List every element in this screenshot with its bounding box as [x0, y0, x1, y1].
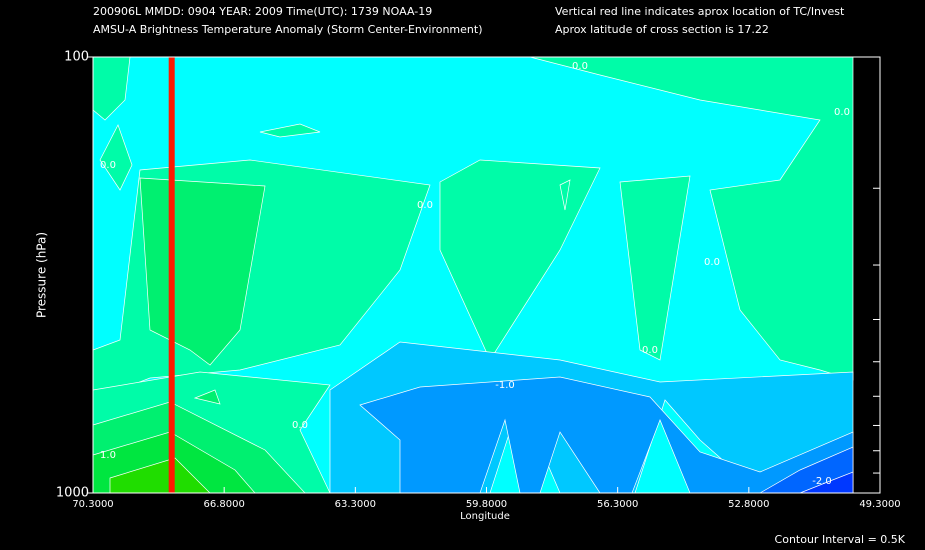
- contour-region: [439, 159, 601, 361]
- contour-label: 1.0: [100, 450, 116, 461]
- contour-label: 0.0: [642, 345, 658, 356]
- contour-label: 0.0: [572, 61, 588, 72]
- plot-area: 0.0 0.0 0.0 0.0 0.0 0.0 0.0 -1.0 -2.0 1.0: [92, 56, 854, 494]
- contour-region: [99, 124, 133, 191]
- y-tick-label: 1000: [56, 486, 89, 501]
- contour-label: -1.0: [495, 380, 515, 391]
- contour-region: [193, 389, 221, 405]
- footer: Contour Interval = 0.5K: [775, 533, 906, 546]
- note-line: Aprox latitude of cross section is 17.22: [555, 23, 769, 36]
- contour-label: -2.0: [812, 476, 832, 487]
- contour-label: 0.0: [292, 420, 308, 431]
- x-tick-label: 52.8000: [728, 499, 769, 510]
- x-tick-label: 49.3000: [859, 499, 900, 510]
- x-tick-label: 59.8000: [466, 499, 507, 510]
- contour-region: [559, 179, 571, 211]
- contour-region: [529, 56, 854, 381]
- y-tick-label: 100: [64, 50, 89, 65]
- x-tick-label: 56.3000: [597, 499, 638, 510]
- header-line: AMSU-A Brightness Temperature Anomaly (S…: [93, 23, 483, 36]
- contour-label: 0.0: [834, 107, 850, 118]
- x-tick-label: 70.3000: [72, 499, 113, 510]
- x-axis-label: Longitude: [460, 511, 510, 522]
- contour-label: 0.0: [704, 257, 720, 268]
- header-line: 200906L MMDD: 0904 YEAR: 2009 Time(UTC):…: [93, 5, 432, 18]
- contour-region: [619, 175, 691, 361]
- y-axis-label: Pressure (hPa): [35, 232, 49, 318]
- contour-label: 0.0: [417, 200, 433, 211]
- x-tick-label: 66.8000: [203, 499, 244, 510]
- x-tick-label: 63.3000: [335, 499, 376, 510]
- contour-region: [359, 376, 854, 494]
- note-line: Vertical red line indicates aprox locati…: [555, 5, 845, 18]
- contour-region: [259, 123, 321, 138]
- contour-label: 0.0: [100, 160, 116, 171]
